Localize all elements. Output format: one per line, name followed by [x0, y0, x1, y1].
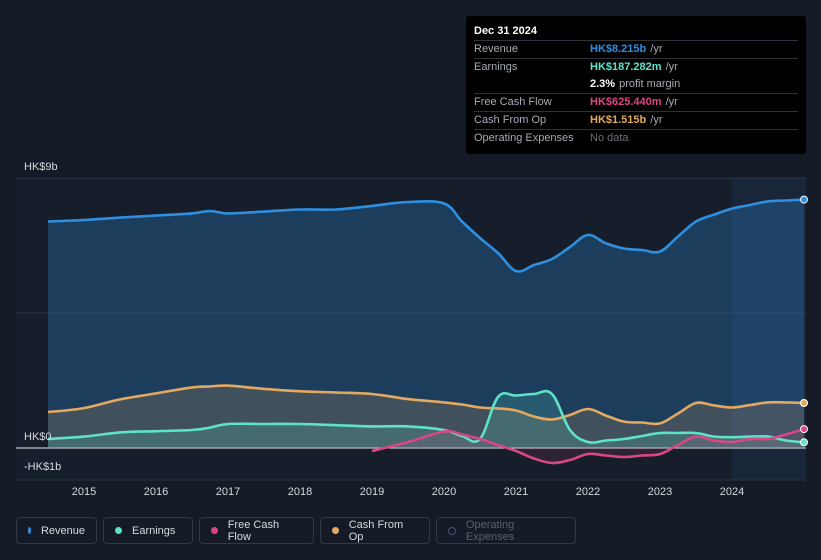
series-area-cfo: [48, 385, 804, 448]
tooltip-date: Dec 31 2024: [474, 25, 537, 37]
series-line-earnings: [47, 389, 805, 444]
x-tick-label: 2023: [648, 486, 672, 498]
tooltip-unit: /yr: [665, 61, 678, 73]
revenue-dot-icon: [28, 527, 31, 534]
legend-item-opex[interactable]: Operating Expenses: [436, 517, 576, 544]
tooltip-row-revenue: Revenue HK$8.215b /yr: [474, 40, 798, 58]
tooltip-value-revenue: HK$8.215b: [590, 43, 647, 55]
legend-item-revenue[interactable]: Revenue: [16, 517, 97, 544]
series-line-fcf: [371, 427, 805, 465]
legend-label: Earnings: [132, 524, 176, 537]
plot-background: [16, 178, 806, 480]
fcf-dot-icon: [211, 527, 218, 534]
tooltip-value-fcf: HK$625.440m: [590, 96, 662, 108]
tooltip: Dec 31 2024 Revenue HK$8.215b /yr Earnin…: [466, 16, 806, 154]
x-tick-label: 2017: [216, 486, 240, 498]
tooltip-row-earnings: Earnings HK$187.282m /yr: [474, 58, 798, 76]
tooltip-unit: /yr: [650, 43, 663, 55]
y-axis-label: -HK$1b: [24, 461, 61, 473]
end-markers: [800, 195, 808, 447]
tooltip-unit: /yr: [650, 114, 663, 126]
legend-item-cfo[interactable]: Cash From Op: [320, 517, 430, 544]
series-end-marker-earnings: [800, 438, 808, 447]
forecast-band: [732, 178, 806, 480]
legend-label: Operating Expenses: [465, 518, 515, 543]
y-axis-label: HK$9b: [24, 161, 58, 173]
opex-dot-icon: [448, 526, 456, 535]
tooltip-label: Earnings: [474, 61, 518, 73]
legend-item-fcf[interactable]: Free Cash Flow: [199, 517, 314, 544]
legend: Revenue Earnings Free Cash Flow Cash Fro…: [16, 517, 576, 544]
tooltip-value-margin: 2.3%: [590, 78, 616, 90]
legend-label: Cash From Op: [348, 518, 404, 543]
x-axis-ticks: 2015 2016 2017 2018 2019 2020 2021 2022 2023 2024: [72, 486, 744, 498]
series-area-earnings: [48, 391, 804, 448]
x-tick-label: 2022: [576, 486, 600, 498]
series-layer: [47, 198, 805, 465]
tooltip-label: Cash From Op: [474, 114, 547, 126]
legend-label: Free Cash Flow: [227, 518, 280, 543]
series-end-marker-revenue: [800, 195, 808, 204]
x-tick-label: 2015: [72, 486, 96, 498]
series-end-marker-fcf: [800, 425, 808, 434]
tooltip-value-earnings: HK$187.282m: [590, 61, 662, 73]
tooltip-label: Free Cash Flow: [474, 96, 552, 108]
legend-item-earnings[interactable]: Earnings: [103, 517, 193, 544]
tooltip-label: Revenue: [474, 43, 519, 55]
series-line-cfo: [47, 384, 805, 426]
tooltip-value-opex: No data: [590, 132, 629, 144]
x-tick-label: 2020: [432, 486, 456, 498]
tooltip-row-opex: Operating Expenses No data: [474, 129, 798, 147]
series-end-marker-cfo: [800, 399, 808, 407]
x-tick-label: 2021: [504, 486, 528, 498]
y-axis-label: HK$0: [24, 431, 52, 443]
x-tick-label: 2018: [288, 486, 312, 498]
tooltip-row-margin: 2.3% profit margin: [474, 76, 798, 93]
tooltip-row-fcf: Free Cash Flow HK$625.440m /yr: [474, 93, 798, 111]
tooltip-unit: /yr: [665, 96, 678, 108]
y-axis-labels: HK$9b HK$0 -HK$1b: [24, 161, 61, 473]
tooltip-label: Operating Expenses: [474, 132, 574, 144]
tooltip-value-cfo: HK$1.515b: [590, 114, 647, 126]
x-tick-label: 2019: [360, 486, 384, 498]
x-tick-label: 2016: [144, 486, 168, 498]
x-tick-label: 2024: [720, 486, 744, 498]
earnings-dot-icon: [115, 527, 122, 534]
cfo-dot-icon: [332, 527, 339, 534]
legend-label: Revenue: [40, 524, 85, 537]
tooltip-margin-text: profit margin: [619, 78, 681, 90]
tooltip-label-empty: [474, 76, 590, 93]
tooltip-row-cfo: Cash From Op HK$1.515b /yr: [474, 111, 798, 129]
series-line-revenue: [47, 198, 805, 273]
